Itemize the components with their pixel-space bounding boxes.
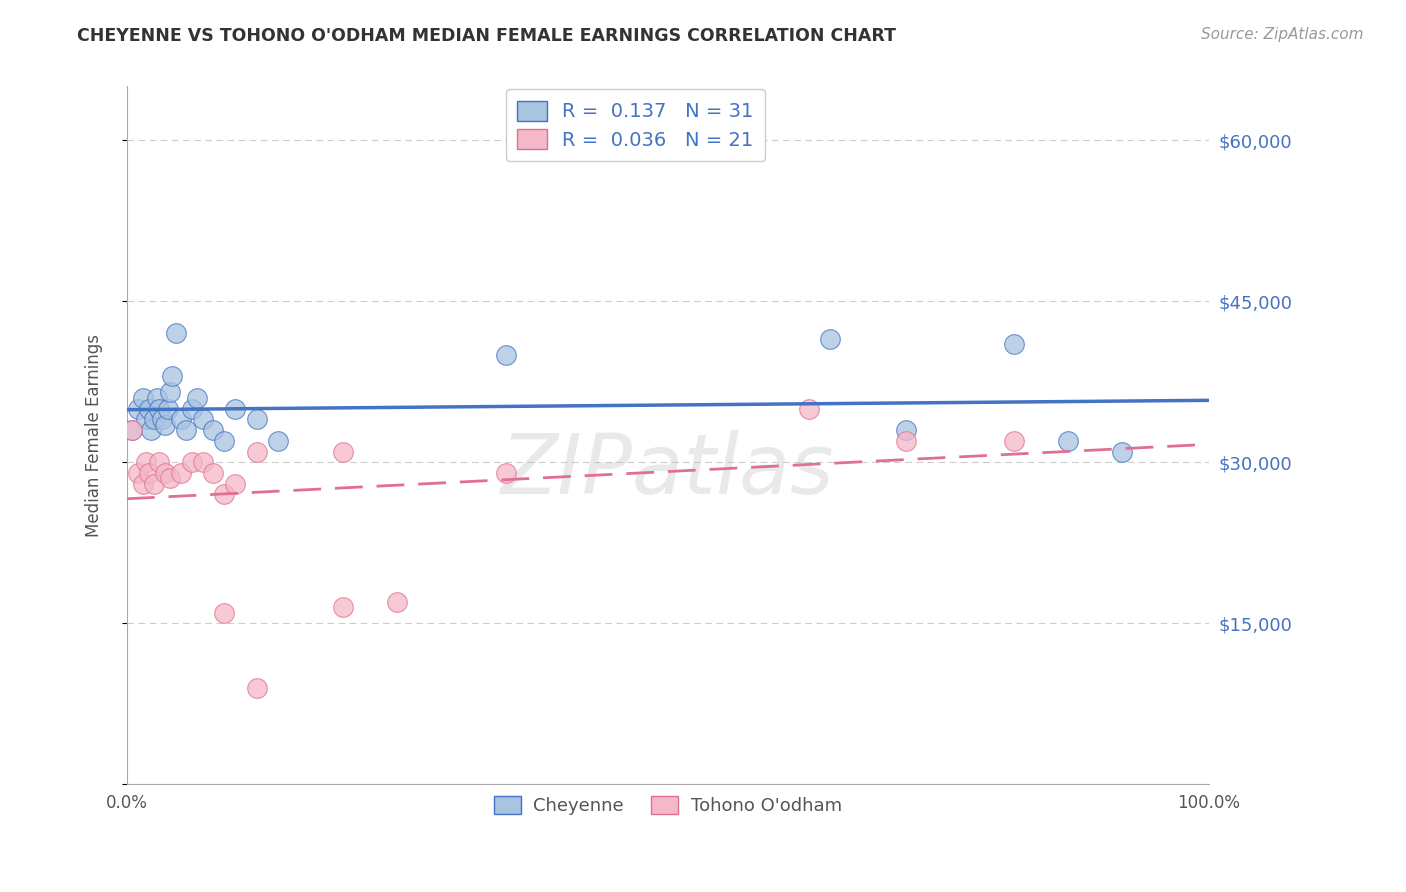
Point [1002, 337, 1025, 351]
Text: ZIPatlas: ZIPatlas [501, 430, 835, 511]
Legend: Cheyenne, Tohono O'odham: Cheyenne, Tohono O'odham [485, 787, 851, 824]
Point [121, 423, 143, 437]
Point [214, 606, 236, 620]
Point [135, 455, 157, 469]
Point [132, 476, 155, 491]
Point [143, 412, 166, 426]
Point [1057, 434, 1080, 448]
Point [1111, 444, 1133, 458]
Point [138, 401, 160, 416]
Point [246, 412, 269, 426]
Point [214, 434, 236, 448]
Text: CHEYENNE VS TOHONO O'ODHAM MEDIAN FEMALE EARNINGS CORRELATION CHART: CHEYENNE VS TOHONO O'ODHAM MEDIAN FEMALE… [77, 27, 897, 45]
Point [146, 391, 169, 405]
Point [150, 412, 173, 426]
Point [165, 326, 187, 341]
Point [127, 466, 149, 480]
Text: Source: ZipAtlas.com: Source: ZipAtlas.com [1201, 27, 1364, 42]
Point [159, 471, 181, 485]
Point [121, 423, 143, 437]
Point [495, 466, 517, 480]
Point [246, 444, 269, 458]
Point [797, 401, 820, 416]
Point [170, 412, 193, 426]
Point [202, 466, 225, 480]
Point [246, 681, 269, 695]
Point [138, 466, 160, 480]
Point [132, 391, 155, 405]
Point [387, 595, 409, 609]
Point [214, 487, 236, 501]
Point [153, 466, 176, 480]
Point [127, 401, 149, 416]
Point [153, 417, 176, 432]
Point [162, 369, 184, 384]
Point [202, 423, 225, 437]
Point [332, 444, 354, 458]
Point [139, 423, 162, 437]
Point [267, 434, 290, 448]
Point [818, 332, 841, 346]
Point [135, 412, 157, 426]
Point [148, 401, 170, 416]
Point [186, 391, 208, 405]
Point [191, 412, 214, 426]
Point [332, 600, 354, 615]
Point [1002, 434, 1025, 448]
Point [159, 385, 181, 400]
Point [180, 401, 202, 416]
Point [224, 401, 246, 416]
Point [191, 455, 214, 469]
Point [894, 434, 917, 448]
Point [894, 423, 917, 437]
Point [148, 455, 170, 469]
Point [143, 476, 166, 491]
Point [224, 476, 246, 491]
Point [495, 348, 517, 362]
Point [176, 423, 198, 437]
Y-axis label: Median Female Earnings: Median Female Earnings [86, 334, 103, 537]
Point [180, 455, 202, 469]
Point [170, 466, 193, 480]
Point [157, 401, 180, 416]
